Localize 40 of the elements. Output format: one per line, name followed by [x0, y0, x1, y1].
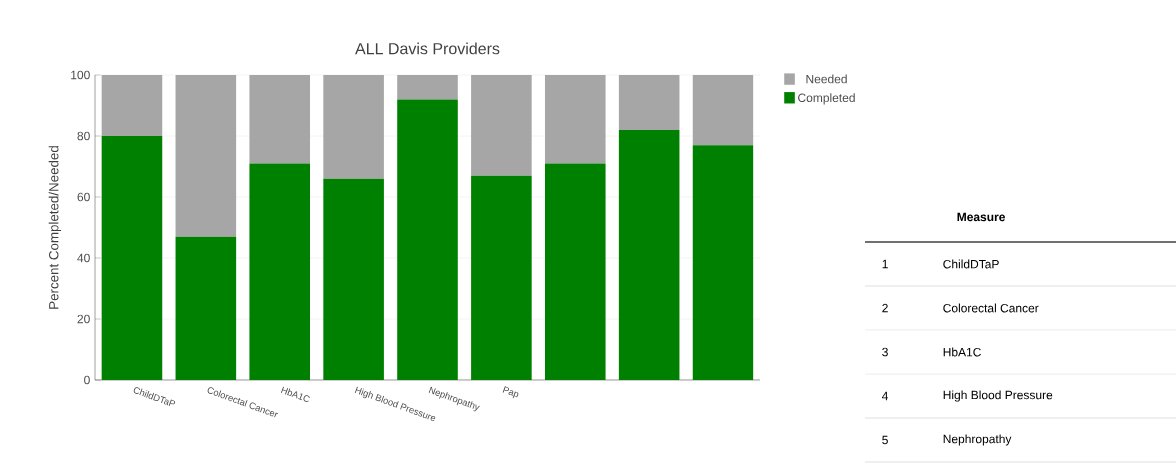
bar: [471, 75, 532, 176]
y-tick-label: 20: [77, 314, 90, 324]
legend-label: Needed: [806, 74, 847, 84]
data-label: 3: [882, 347, 888, 357]
bar: [323, 75, 384, 179]
y-axis-title: Percent Completed/Needed: [48, 146, 62, 309]
bar: [175, 236, 237, 380]
bar: [249, 163, 311, 380]
bar: [101, 136, 163, 380]
bar: [397, 99, 458, 380]
bar: [544, 163, 606, 380]
y-tick-label: 80: [77, 131, 90, 141]
data-label: 2: [882, 303, 888, 313]
category-label: HbA1C: [943, 347, 981, 357]
bar: [101, 75, 163, 136]
bar: [471, 175, 532, 380]
x-tick-label: HbA1C: [280, 386, 310, 402]
bar: [618, 75, 680, 130]
bar: [692, 75, 754, 146]
bar: [175, 75, 237, 237]
data-label: 1: [882, 259, 888, 269]
y-tick-label: 0: [84, 375, 90, 385]
y-tick-label: 60: [77, 192, 90, 202]
bar: [544, 75, 606, 164]
category-label: Colorectal Cancer: [943, 303, 1039, 313]
y-tick-label: 100: [71, 70, 90, 80]
chart-title: ALL Davis Providers: [355, 42, 500, 55]
y-tick-label: 40: [77, 253, 90, 263]
data-label: 4: [881, 391, 889, 401]
bar: [618, 129, 680, 380]
category-label: ChildDTaP: [943, 259, 999, 269]
bar: [692, 145, 754, 380]
x-tick-label: Pap: [502, 386, 519, 399]
text: Measure: [957, 212, 1006, 222]
data-label: 5: [882, 435, 888, 445]
category-label: Nephropathy: [943, 434, 1012, 446]
bar: [249, 75, 311, 164]
bar: [397, 75, 458, 100]
bar: [323, 178, 384, 380]
legend-label: Completed: [798, 93, 855, 105]
